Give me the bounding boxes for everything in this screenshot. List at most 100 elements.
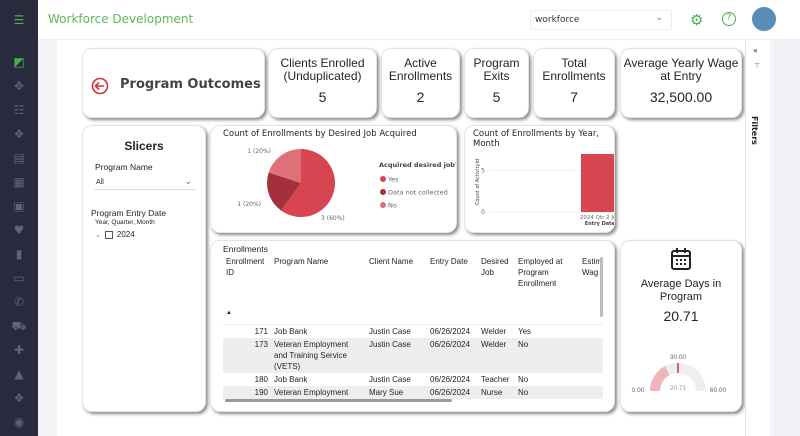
avg-days-value: 20.71 xyxy=(663,308,699,324)
kpi-label: Total Enrollments xyxy=(542,56,606,83)
column-header[interactable]: Entry Date xyxy=(430,257,468,266)
legend-marker xyxy=(380,189,386,195)
workspace-select[interactable]: workforce ⌄ xyxy=(530,10,672,30)
document-icon[interactable]: ▤ xyxy=(13,151,25,165)
y-axis-title: Count of ActivityId xyxy=(475,159,481,205)
expand-chevron-icon[interactable]: ⌄ xyxy=(95,231,101,239)
column-header[interactable]: Desired Job xyxy=(481,257,509,277)
sort-ascending-icon[interactable]: ▲ xyxy=(226,310,232,316)
pie-data-label: 1 (20%) xyxy=(247,148,271,155)
kpi-label: Program Exits xyxy=(473,56,520,83)
pie-slice-no xyxy=(268,149,301,183)
kpi-average-wage: Average Yearly Wage at Entry 32,500.00 xyxy=(620,48,742,118)
legend-marker xyxy=(380,202,386,208)
bar-chart-card: Count of Enrollments by Year, Month 0 5 20… xyxy=(464,125,615,233)
menu-icon[interactable]: ☰ xyxy=(13,13,25,27)
kpi-label: Active Enrollments xyxy=(388,56,453,83)
table-cell: Veteran Employment xyxy=(274,387,349,397)
bar xyxy=(581,154,614,212)
gauge-value-label: 20.71 xyxy=(670,385,687,392)
column-header[interactable]: Program Name xyxy=(274,257,329,266)
table-cell: Teacher xyxy=(481,374,510,384)
group-icon[interactable]: ❖ xyxy=(13,127,25,141)
year-label: 2024 xyxy=(116,230,135,239)
phone-icon[interactable]: ✆ xyxy=(13,295,25,309)
table-cell: Job Bank xyxy=(274,326,308,336)
table-cell: No xyxy=(518,387,529,397)
column-header[interactable]: Client Name xyxy=(369,257,414,266)
table-cell xyxy=(579,338,603,373)
legend-marker xyxy=(380,176,386,182)
gear-icon[interactable]: ⚙ xyxy=(690,11,704,29)
table-cell: Yes xyxy=(518,326,532,336)
chevron-down-icon: ⌄ xyxy=(184,176,192,186)
table-cell: 06/26/2024 xyxy=(430,339,471,349)
table-cell: Justin Case xyxy=(369,339,411,349)
legend-title: Acquired desired job? xyxy=(379,161,456,169)
gauge-target-label: 30.00 xyxy=(670,354,687,361)
table-row[interactable]: 171 Job Bank Justin Case 06/26/2024 Welder Ye… xyxy=(223,324,603,338)
table-cell: Justin Case xyxy=(369,326,411,336)
column-header[interactable]: Employed at Program Enrollment xyxy=(518,257,563,288)
header: Workforce Development workforce ⌄ ⚙ ? xyxy=(38,0,800,40)
entry-date-hierarchy: Year, Quarter, Month xyxy=(95,219,155,226)
graduation-icon[interactable]: ▲ xyxy=(14,367,24,381)
table-row[interactable]: 173 Veteran Employment and Training Servi… xyxy=(223,337,603,373)
table-icon[interactable]: ▦ xyxy=(13,175,25,189)
calendar-icon xyxy=(671,248,691,270)
page-scrollbar[interactable] xyxy=(774,40,800,436)
table-row[interactable]: 180 Job Bank Justin Case 06/26/2024 Teacher N… xyxy=(223,373,603,386)
gauge-max-label: 60.00 xyxy=(710,387,727,394)
column-header[interactable]: Enrollment ID ▲ xyxy=(223,255,271,324)
program-name-dropdown[interactable]: All ⌄ xyxy=(94,176,196,190)
horizontal-scrollbar[interactable] xyxy=(225,399,452,402)
pie-chart-title: Count of Enrollments by Desired Job Acqu… xyxy=(223,129,417,139)
table-cell: Veteran Employment and Training Service … xyxy=(274,339,349,371)
table-cell: 06/26/2024 xyxy=(430,387,471,397)
page-title: Program Outcomes xyxy=(120,77,261,92)
vertical-scrollbar[interactable] xyxy=(600,257,603,317)
network-icon[interactable]: ✥ xyxy=(13,79,25,93)
collapse-chevron-icon[interactable]: « xyxy=(753,46,758,55)
table-row[interactable]: 190 Veteran Employment Mary Sue 06/26/2024 N… xyxy=(223,385,603,399)
workspace-value: workforce xyxy=(535,15,580,25)
x-tick-label: 2024 Qtr 2 June 26 xyxy=(580,215,614,221)
filters-pane[interactable]: « ⊤ Filters xyxy=(745,40,770,436)
table-cell: 06/26/2024 xyxy=(430,326,471,336)
column-header[interactable]: Estim Yearl Wag Prog Enro xyxy=(582,257,603,277)
dashboard-icon[interactable]: ◩ xyxy=(13,55,25,69)
calendar-icon[interactable]: ▣ xyxy=(13,199,25,213)
list-icon[interactable]: ☷ xyxy=(13,103,25,117)
help-icon[interactable]: ? xyxy=(722,12,736,26)
money-icon[interactable]: ▭ xyxy=(13,271,25,285)
pie-chart-card: Count of Enrollments by Desired Job Acqu… xyxy=(210,125,457,233)
handshake-icon[interactable]: ♥ xyxy=(13,223,25,237)
cart-icon[interactable]: ⛟ xyxy=(11,319,27,333)
table-cell xyxy=(579,386,603,399)
slicers-card: Slicers Program Name All ⌄ Program Entry … xyxy=(82,125,206,412)
user-circle-icon[interactable]: ◉ xyxy=(13,415,25,429)
app-title: Workforce Development xyxy=(48,12,194,26)
table-cell: Job Bank xyxy=(274,374,308,384)
table-cell: Welder xyxy=(481,339,507,349)
legend-item: No xyxy=(388,202,397,210)
enrollments-table-card: Enrollments Enrollment ID ▲ Program Name Cl… xyxy=(210,240,615,412)
table-cell: Nurse xyxy=(481,387,503,397)
table-cell: 190 xyxy=(254,387,268,397)
title-card: Program Outcomes xyxy=(82,48,265,118)
bar-chart-title: Count of Enrollments by Year, Month xyxy=(473,129,600,149)
y-tick-label: 0 xyxy=(481,209,485,216)
kpi-value: 32,500.00 xyxy=(649,89,713,105)
table-cell: 171 xyxy=(254,326,268,336)
add-user-icon[interactable]: ✚ xyxy=(13,343,25,357)
year-checkbox[interactable] xyxy=(104,230,113,239)
pie-slice-yes xyxy=(281,149,335,217)
table-cell: Welder xyxy=(481,326,507,336)
avatar[interactable] xyxy=(752,7,776,31)
team-icon[interactable]: ❖ xyxy=(13,391,25,405)
year-2024-item[interactable]: ⌄ 2024 xyxy=(95,230,135,239)
y-tick-label: 5 xyxy=(481,168,485,175)
file-icon[interactable]: ▮ xyxy=(15,247,23,261)
legend-item: Data not collected xyxy=(388,189,448,197)
back-arrow-icon[interactable] xyxy=(91,77,109,95)
